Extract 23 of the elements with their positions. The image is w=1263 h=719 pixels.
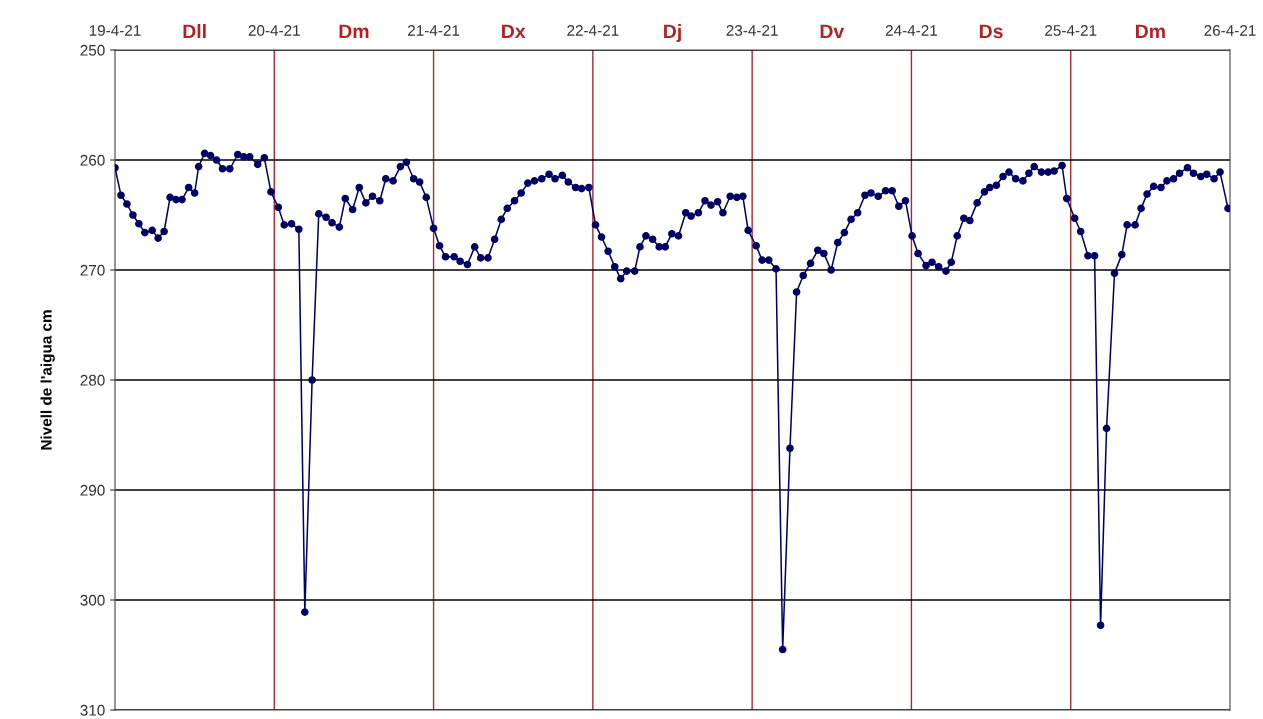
text: Dll (183, 23, 206, 39)
y-tick-label: 310 (80, 704, 105, 716)
text: Ds (979, 24, 1003, 39)
text: Dj (664, 23, 681, 43)
x-tick-label: 26-4-21 (1204, 25, 1256, 36)
y-tick-label: 290 (80, 484, 105, 496)
text: Dx (502, 24, 526, 39)
y-tick-label: 260 (80, 154, 105, 166)
y-tick-label: 270 (80, 264, 105, 276)
x-tick-label: 24-4-21 (885, 25, 938, 36)
x-tick-label: 21-4-21 (408, 25, 460, 36)
x-tick-label: 19-4-21 (89, 25, 141, 36)
x-tick-label: 20-4-21 (248, 25, 300, 36)
x-tick-label: 25-4-21 (1045, 25, 1097, 36)
text: Dv (820, 24, 845, 39)
y-tick-label: 280 (80, 374, 105, 386)
y-tick-label: 250 (80, 44, 105, 56)
y-tick-label: 300 (80, 594, 105, 606)
x-tick-label: 23-4-21 (726, 25, 778, 36)
text: Dm (1135, 24, 1165, 39)
text: Dm (339, 24, 369, 39)
y-axis-title: Nivell de l'aigua cm (40, 310, 55, 450)
x-tick-label: 22-4-21 (567, 25, 619, 36)
